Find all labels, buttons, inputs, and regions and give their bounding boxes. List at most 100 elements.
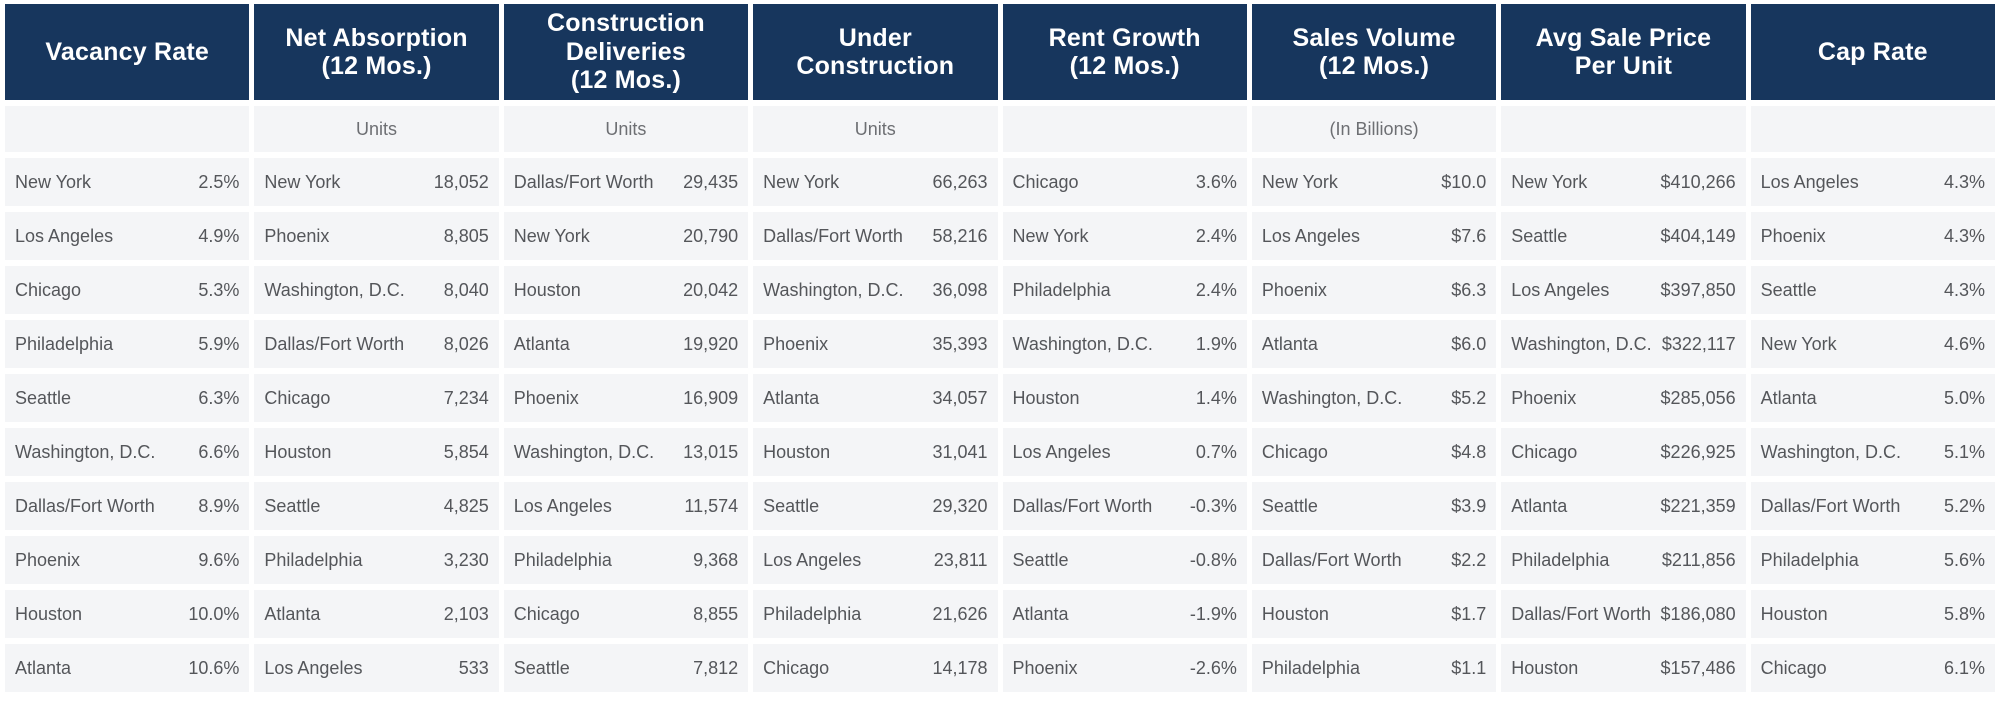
- city-cell: Dallas/Fort Worth: [1012, 495, 1153, 516]
- table-row: Washington, D.C. $5.2: [1251, 374, 1497, 422]
- table-row: Los Angeles $7.6: [1251, 212, 1497, 260]
- value-cell: 18,052: [433, 171, 489, 192]
- value-cell: -0.8%: [1189, 549, 1237, 570]
- city-cell: Washington, D.C.: [1511, 333, 1652, 354]
- table-row: Washington, D.C. $322,117: [1501, 320, 1746, 368]
- city-cell: Washington, D.C.: [1760, 441, 1902, 462]
- value-cell: 533: [458, 657, 489, 678]
- table-row: Phoenix 4.3%: [1750, 212, 1995, 260]
- table-column: Construction Deliveries (12 Mos.) Units Dall…: [503, 4, 749, 692]
- city-cell: Dallas/Fort Worth: [15, 495, 155, 516]
- value-cell: $186,080: [1660, 603, 1736, 624]
- table-row: New York 18,052: [254, 158, 499, 206]
- table-row: Phoenix $6.3: [1251, 266, 1497, 314]
- value-cell: $10.0: [1441, 171, 1487, 192]
- city-cell: Los Angeles: [1261, 225, 1360, 246]
- city-cell: Dallas/Fort Worth: [1261, 549, 1402, 570]
- value-cell: 8.9%: [198, 495, 240, 516]
- value-cell: 6.3%: [198, 387, 240, 408]
- value-cell: 35,393: [932, 333, 988, 354]
- city-cell: Philadelphia: [513, 549, 612, 570]
- market-stats-table: Vacancy Rate New York 2.5% Los Angeles 4.9% C…: [5, 4, 1995, 692]
- value-cell: 4.9%: [198, 225, 240, 246]
- value-cell: 9.6%: [198, 549, 240, 570]
- city-cell: Los Angeles: [513, 495, 612, 516]
- city-cell: Seattle: [1012, 549, 1069, 570]
- city-cell: Phoenix: [513, 387, 579, 408]
- city-cell: Los Angeles: [763, 549, 862, 570]
- city-cell: Houston: [1760, 603, 1828, 624]
- city-cell: Atlanta: [15, 657, 72, 678]
- city-cell: New York: [1012, 225, 1089, 246]
- table-row: Philadelphia 2.4%: [1002, 266, 1247, 314]
- table-row: Atlanta 19,920: [503, 320, 749, 368]
- table-row: Los Angeles 11,574: [503, 482, 749, 530]
- table-row: Phoenix 35,393: [753, 320, 998, 368]
- column-header-text: Avg Sale Price: [1535, 23, 1712, 52]
- city-cell: Dallas/Fort Worth: [513, 171, 654, 192]
- table-row: Atlanta 10.6%: [5, 644, 250, 692]
- value-cell: $6.0: [1451, 333, 1487, 354]
- table-column: Under Construction Units New York 66,263 Dall…: [753, 4, 998, 692]
- city-cell: New York: [1511, 171, 1588, 192]
- city-cell: Phoenix: [763, 333, 829, 354]
- column-unit-label: (In Billions): [1329, 118, 1419, 139]
- value-cell: 36,098: [932, 279, 988, 300]
- city-cell: Dallas/Fort Worth: [763, 225, 903, 246]
- value-cell: $226,925: [1660, 441, 1736, 462]
- value-cell: 4.3%: [1943, 171, 1985, 192]
- table-row: Los Angeles $397,850: [1501, 266, 1746, 314]
- table-column: Cap Rate Los Angeles 4.3% Phoenix 4.3% Seattl…: [1750, 4, 1995, 692]
- table-row: Houston 31,041: [753, 428, 998, 476]
- table-row: Philadelphia 3,230: [254, 536, 499, 584]
- table-row: Washington, D.C. 1.9%: [1002, 320, 1247, 368]
- city-cell: Seattle: [763, 495, 820, 516]
- column-header-text: Construction: [546, 9, 705, 38]
- table-row: Dallas/Fort Worth $186,080: [1501, 590, 1746, 638]
- value-cell: 2,103: [443, 603, 489, 624]
- value-cell: 5.8%: [1943, 603, 1985, 624]
- value-cell: 5.1%: [1943, 441, 1985, 462]
- table-row: Chicago 7,234: [254, 374, 499, 422]
- value-cell: 7,234: [443, 387, 489, 408]
- value-cell: 5.3%: [198, 279, 240, 300]
- value-cell: 2.4%: [1195, 225, 1237, 246]
- table-row: Chicago 6.1%: [1750, 644, 1995, 692]
- table-row: Chicago $4.8: [1251, 428, 1497, 476]
- city-cell: Washington, D.C.: [763, 279, 904, 300]
- city-cell: Los Angeles: [15, 225, 114, 246]
- value-cell: 9,368: [693, 549, 739, 570]
- table-row: Philadelphia 9,368: [503, 536, 749, 584]
- value-cell: 5.6%: [1943, 549, 1985, 570]
- column-unit-row: Units: [753, 106, 998, 152]
- column-header-text: Construction: [796, 52, 955, 80]
- column-header-text: (12 Mos.): [1318, 52, 1430, 80]
- value-cell: 29,435: [683, 171, 739, 192]
- value-cell: 8,855: [693, 603, 739, 624]
- value-cell: 5,854: [443, 441, 489, 462]
- city-cell: Los Angeles: [1012, 441, 1111, 462]
- table-row: New York $410,266: [1501, 158, 1746, 206]
- table-row: New York 2.5%: [5, 158, 250, 206]
- city-cell: Atlanta: [264, 603, 321, 624]
- table-row: Philadelphia 21,626: [753, 590, 998, 638]
- column-header-text: (12 Mos.): [1069, 52, 1180, 80]
- table-row: New York 66,263: [753, 158, 998, 206]
- value-cell: $397,850: [1660, 279, 1736, 300]
- value-cell: 21,626: [932, 603, 988, 624]
- city-cell: New York: [513, 225, 590, 246]
- table-row: Philadelphia $211,856: [1501, 536, 1746, 584]
- column-header-text: (12 Mos.): [321, 52, 432, 80]
- city-cell: Houston: [1261, 603, 1329, 624]
- table-column: Sales Volume (12 Mos.) (In Billions) New Yo…: [1251, 4, 1497, 692]
- city-cell: New York: [1760, 333, 1837, 354]
- city-cell: Philadelphia: [264, 549, 363, 570]
- table-row: Phoenix 9.6%: [5, 536, 250, 584]
- value-cell: $5.2: [1451, 387, 1487, 408]
- city-cell: New York: [264, 171, 341, 192]
- column-header: Avg Sale Price Per Unit: [1501, 4, 1746, 100]
- value-cell: 6.6%: [198, 441, 240, 462]
- column-header: Vacancy Rate: [5, 4, 250, 100]
- value-cell: 3.6%: [1195, 171, 1237, 192]
- city-cell: Washington, D.C.: [264, 279, 405, 300]
